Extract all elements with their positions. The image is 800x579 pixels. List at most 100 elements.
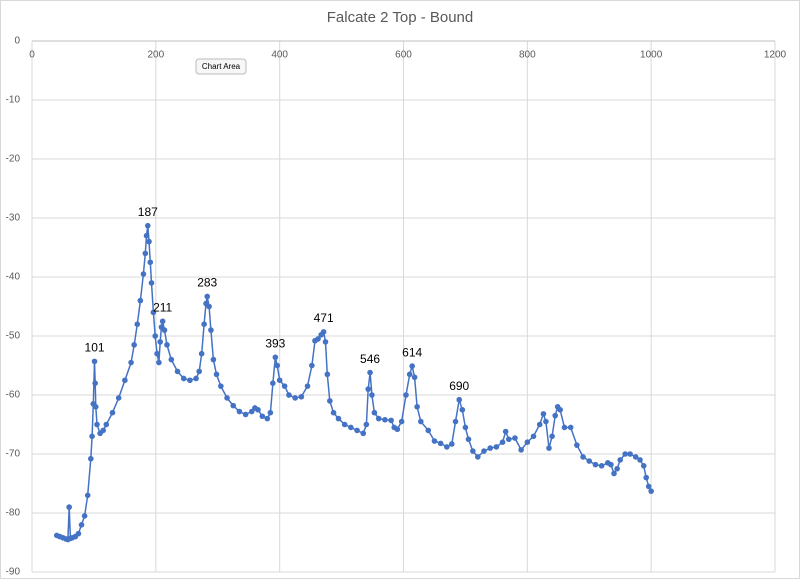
point — [322, 339, 329, 345]
point — [592, 461, 599, 468]
point — [627, 451, 633, 457]
x-tick-label: 200 — [147, 50, 164, 61]
point — [406, 371, 413, 378]
point — [142, 250, 149, 257]
point — [315, 336, 321, 342]
point — [502, 428, 509, 435]
point — [648, 488, 654, 494]
point — [330, 409, 337, 416]
point — [146, 238, 152, 245]
chart-title: Falcate 2 Top - Bound — [327, 9, 473, 26]
point — [134, 321, 141, 328]
point — [580, 454, 586, 460]
data-label: 546 — [360, 352, 380, 366]
point — [75, 530, 82, 537]
point — [109, 409, 116, 416]
point — [475, 454, 481, 460]
point — [137, 297, 144, 304]
point — [131, 342, 137, 348]
data-label: 690 — [449, 379, 469, 393]
point — [530, 433, 537, 440]
point — [643, 474, 650, 481]
point — [614, 465, 620, 472]
point — [148, 280, 155, 286]
point — [150, 309, 157, 316]
point — [304, 383, 311, 389]
point — [354, 427, 360, 434]
point — [174, 368, 181, 375]
point — [365, 386, 372, 392]
point — [536, 421, 543, 428]
point — [156, 359, 162, 366]
point — [270, 380, 276, 387]
point — [201, 321, 207, 328]
point — [276, 377, 283, 384]
point — [143, 232, 150, 239]
point — [196, 368, 202, 375]
point — [518, 447, 524, 453]
y-tick-label: -60 — [6, 390, 21, 401]
point — [298, 393, 305, 400]
point — [187, 377, 193, 384]
point — [242, 411, 249, 418]
point — [388, 417, 394, 424]
tooltip: Chart Area — [195, 58, 247, 75]
point — [218, 383, 224, 389]
x-tick-label: 400 — [271, 50, 288, 61]
data-label: 283 — [197, 276, 217, 290]
point — [281, 383, 288, 389]
point — [157, 339, 163, 345]
point — [456, 396, 463, 403]
point — [398, 418, 405, 425]
point — [144, 222, 151, 229]
point — [546, 445, 552, 451]
point — [431, 438, 438, 444]
x-tick-label: 1000 — [640, 50, 663, 61]
point — [637, 457, 643, 463]
point — [198, 350, 205, 357]
point — [115, 395, 122, 401]
point — [470, 448, 476, 454]
data-label: 101 — [85, 341, 105, 355]
point — [264, 415, 271, 422]
point — [89, 433, 95, 440]
point — [309, 362, 315, 369]
data-label: 393 — [265, 336, 285, 350]
point — [360, 430, 367, 437]
point — [574, 442, 580, 448]
y-tick-label: -40 — [6, 272, 21, 283]
point — [210, 356, 217, 363]
point — [103, 421, 110, 428]
point — [493, 444, 500, 450]
point — [274, 362, 280, 369]
data-label: 211 — [153, 300, 172, 314]
point — [448, 441, 455, 447]
data-label: 614 — [402, 345, 422, 359]
tooltip-box — [195, 58, 247, 75]
point — [159, 318, 166, 325]
point — [403, 392, 409, 398]
point — [499, 439, 506, 446]
x-tick-label: 0 — [29, 50, 35, 61]
point — [586, 458, 593, 464]
x-tick-label: 1200 — [764, 50, 787, 61]
point — [418, 418, 424, 425]
point — [524, 439, 531, 446]
point — [394, 426, 401, 433]
point — [640, 463, 647, 469]
point — [645, 483, 652, 490]
data-label: 471 — [314, 311, 334, 325]
point — [147, 259, 154, 266]
y-tick-label: -50 — [6, 331, 21, 342]
point — [552, 412, 558, 419]
x-tick-label: 600 — [395, 50, 412, 61]
point — [598, 463, 605, 469]
point — [230, 402, 237, 409]
point — [425, 427, 432, 434]
point — [465, 436, 472, 443]
point — [236, 408, 243, 415]
point — [341, 421, 348, 428]
